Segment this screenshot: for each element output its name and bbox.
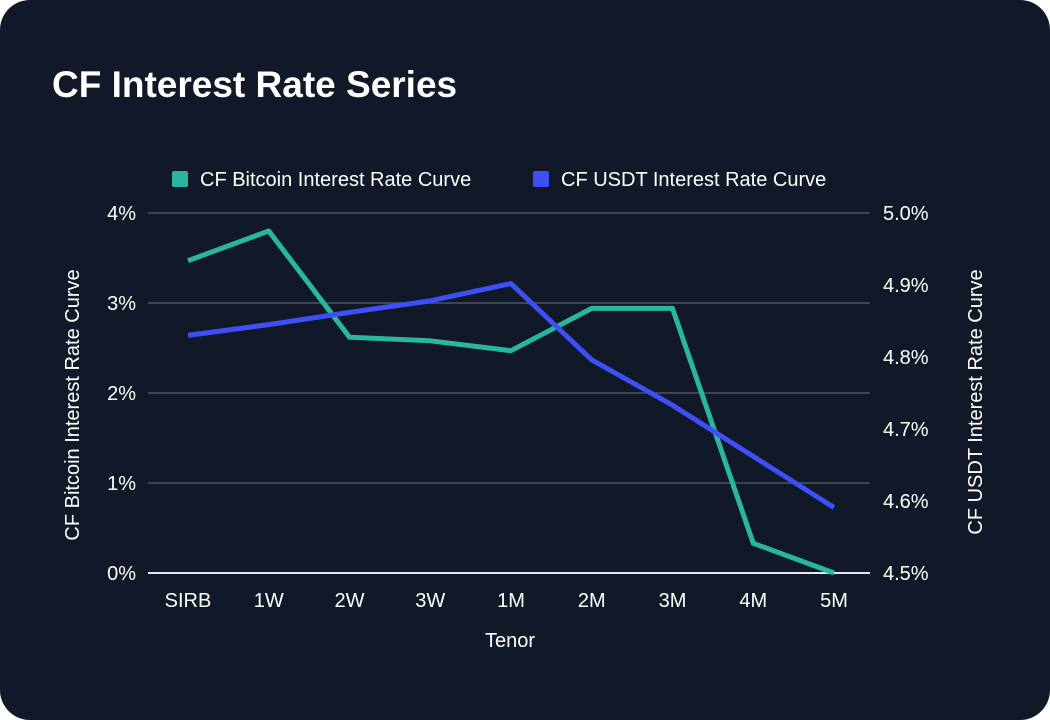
- x-tick-label: 2M: [578, 590, 606, 612]
- left-tick-label: 2%: [107, 383, 136, 405]
- x-tick-label: 3M: [659, 590, 687, 612]
- left-axis-ticks: 0% 1% 2% 3% 4%: [107, 203, 136, 585]
- left-axis-title: CF Bitcoin Interest Rate Curve: [62, 269, 84, 540]
- left-tick-label: 3%: [107, 293, 136, 315]
- series-line-bitcoin: [187, 228, 835, 576]
- right-axis-ticks: 4.5% 4.6% 4.7% 4.8% 4.9% 5.0%: [883, 203, 929, 585]
- gridlines: [148, 212, 870, 574]
- x-tick-label: 3W: [415, 590, 445, 612]
- right-tick-label: 4.5%: [883, 563, 929, 585]
- x-tick-label: 5M: [820, 590, 848, 612]
- legend-label-bitcoin: CF Bitcoin Interest Rate Curve: [200, 169, 471, 191]
- right-tick-label: 4.6%: [883, 491, 929, 513]
- right-tick-label: 5.0%: [883, 203, 929, 225]
- legend-swatch-bitcoin: [172, 171, 188, 187]
- x-tick-label: 1M: [497, 590, 525, 612]
- series-lines: [187, 228, 836, 576]
- legend-label-usdt: CF USDT Interest Rate Curve: [561, 169, 826, 191]
- x-axis-title: Tenor: [485, 630, 535, 652]
- right-tick-label: 4.8%: [883, 347, 929, 369]
- left-tick-label: 4%: [107, 203, 136, 225]
- x-tick-label: 4M: [739, 590, 767, 612]
- legend: CF Bitcoin Interest Rate Curve CF USDT I…: [172, 169, 826, 191]
- x-tick-label: 1W: [254, 590, 284, 612]
- x-tick-label: SIRB: [165, 590, 212, 612]
- chart-title: CF Interest Rate Series: [52, 64, 458, 105]
- right-tick-label: 4.7%: [883, 419, 929, 441]
- series-line-usdt: [187, 281, 836, 510]
- right-axis-title: CF USDT Interest Rate Curve: [965, 269, 987, 534]
- x-axis-ticks: SIRB 1W 2W 3W 1M 2M 3M 4M 5M: [165, 590, 848, 612]
- x-tick-label: 2W: [335, 590, 365, 612]
- left-tick-label: 1%: [107, 473, 136, 495]
- left-tick-label: 0%: [107, 563, 136, 585]
- legend-swatch-usdt: [533, 171, 549, 187]
- right-tick-label: 4.9%: [883, 275, 929, 297]
